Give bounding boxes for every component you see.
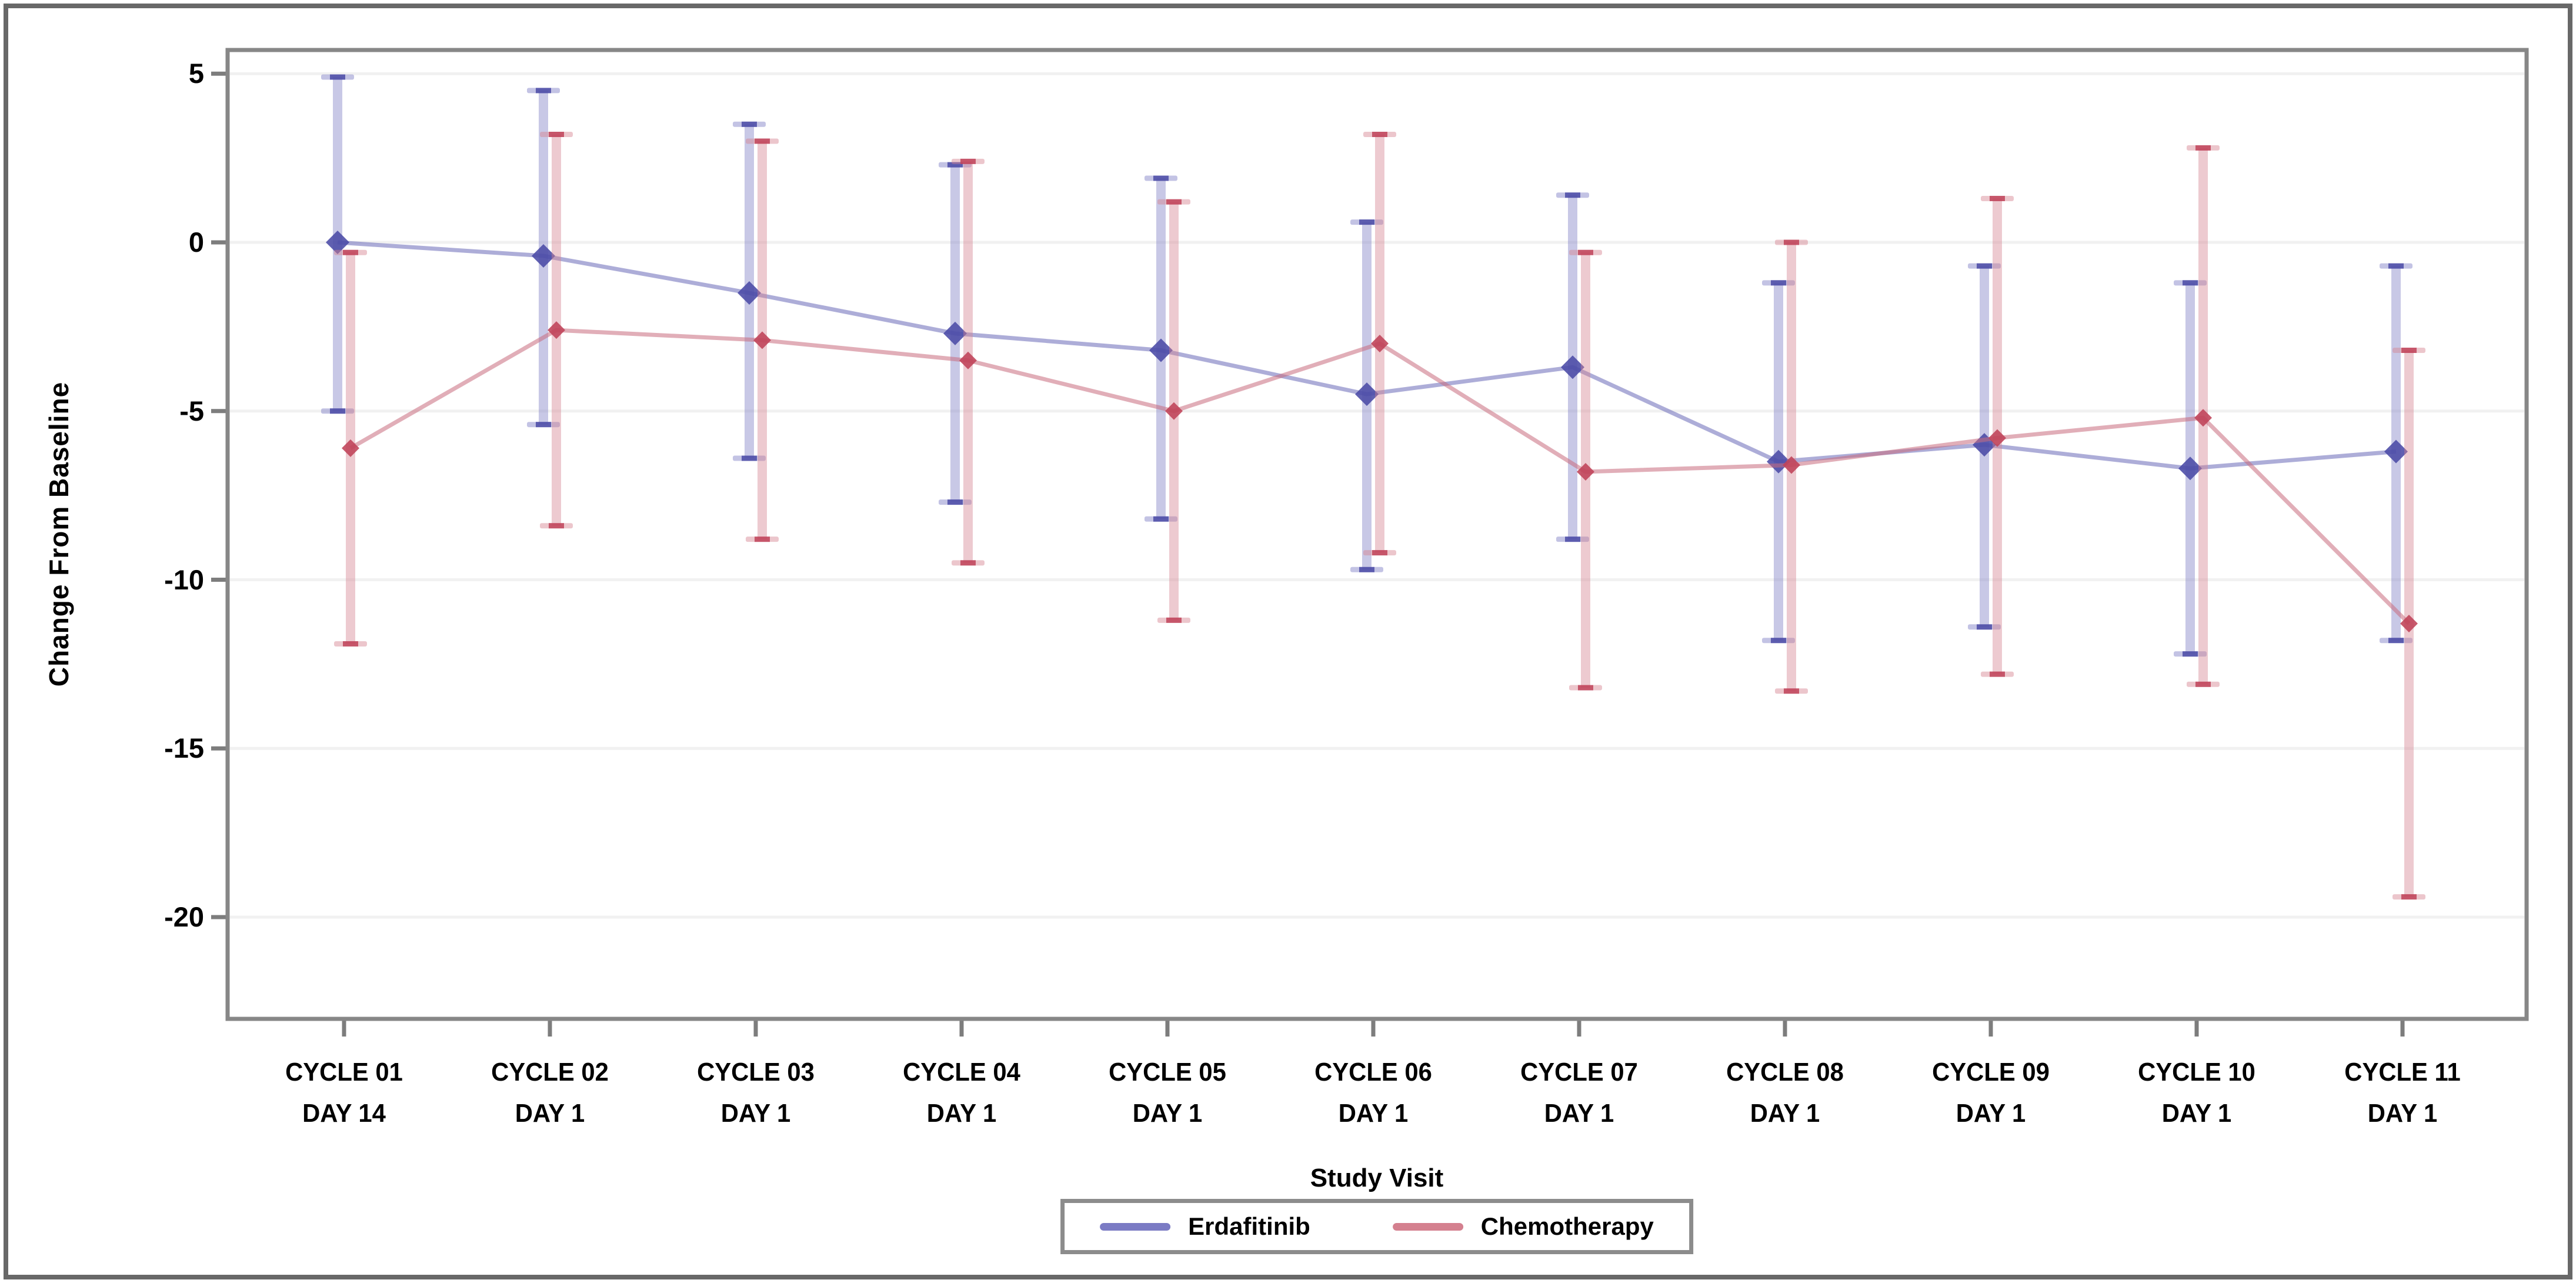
error-bar-cap-chemotherapy [343, 249, 358, 255]
error-bar-cap-erdafitinib [330, 408, 345, 414]
error-bar-cap-erdafitinib [2183, 280, 2198, 286]
erdafitinib-marker [1561, 355, 1584, 379]
error-bar-cap-erdafitinib [1977, 624, 1992, 630]
erdafitinib-marker [326, 231, 349, 254]
error-bar-cap-erdafitinib [742, 121, 757, 127]
error-bar-cap-chemotherapy [2401, 894, 2417, 900]
x-tick-label: CYCLE 03 DAY 1 [697, 1058, 815, 1128]
error-bar-cap-chemotherapy [549, 131, 564, 137]
error-bar-cap-erdafitinib [1771, 638, 1786, 644]
x-tick-label: CYCLE 11 DAY 1 [2344, 1058, 2461, 1128]
error-bar-cap-chemotherapy [1166, 199, 1182, 205]
chemotherapy-marker [2194, 409, 2212, 427]
x-tick-label: CYCLE 02 DAY 1 [491, 1058, 609, 1128]
x-tick-label: CYCLE 10 DAY 1 [2138, 1058, 2255, 1128]
error-bar-cap-chemotherapy [1578, 249, 1593, 255]
error-bar-cap-chemotherapy [343, 641, 358, 647]
error-bar-cap-erdafitinib [2388, 638, 2404, 644]
error-bar-cap-erdafitinib [1153, 175, 1169, 181]
chemotherapy-marker [548, 321, 565, 339]
chemotherapy-line-swatch [1392, 1222, 1463, 1231]
error-bar-cap-erdafitinib [536, 422, 551, 428]
error-bar-cap-erdafitinib [330, 74, 345, 80]
error-bar-cap-chemotherapy [1990, 195, 2005, 201]
x-tick-label: CYCLE 04 DAY 1 [903, 1058, 1020, 1128]
error-bar-cap-chemotherapy [755, 536, 770, 542]
error-bar-cap-erdafitinib [1565, 192, 1580, 198]
x-tick-label: CYCLE 08 DAY 1 [1726, 1058, 1844, 1128]
error-bar-cap-chemotherapy [1372, 550, 1387, 556]
error-bar-cap-erdafitinib [536, 88, 551, 94]
error-bar-cap-chemotherapy [1784, 688, 1799, 694]
y-tick-label: -10 [164, 564, 204, 595]
error-bar-cap-chemotherapy [960, 560, 976, 566]
chemotherapy-marker [1371, 335, 1389, 353]
error-bar-cap-chemotherapy [1784, 239, 1799, 245]
error-bar-cap-erdafitinib [742, 455, 757, 461]
erdafitinib-marker [1355, 382, 1379, 406]
erdafitinib-marker [2384, 439, 2408, 464]
error-bar-cap-erdafitinib [947, 499, 963, 505]
error-bar-cap-chemotherapy [1166, 617, 1182, 623]
error-bar-cap-erdafitinib [1359, 566, 1374, 572]
error-bar-cap-erdafitinib [1153, 516, 1169, 522]
error-bar-cap-erdafitinib [2183, 651, 2198, 657]
y-tick-label: -5 [179, 395, 204, 426]
chemotherapy-marker [753, 331, 771, 349]
error-bar-cap-chemotherapy [755, 138, 770, 144]
erdafitinib-marker [943, 321, 967, 345]
error-bar-cap-chemotherapy [2195, 681, 2211, 687]
erdafitinib-marker [738, 281, 761, 305]
x-tick-label: CYCLE 07 DAY 1 [1520, 1058, 1638, 1128]
plot-border [225, 48, 2529, 1021]
error-bar-cap-erdafitinib [2388, 263, 2404, 269]
chemotherapy-marker [1988, 429, 2006, 447]
erdafitinib-marker [532, 244, 555, 268]
error-bar-cap-erdafitinib [1359, 219, 1374, 225]
erdafitinib-marker [1149, 338, 1173, 362]
legend-item-erdafitinib: Erdafitinib [1100, 1212, 1310, 1241]
chemotherapy-marker [2400, 615, 2418, 633]
legend-label-erdafitinib: Erdafitinib [1188, 1212, 1310, 1240]
y-tick-label: 5 [188, 58, 204, 89]
erdafitinib-marker [2178, 456, 2202, 481]
error-bar-cap-erdafitinib [1977, 263, 1992, 269]
error-bar-cap-chemotherapy [960, 158, 976, 164]
chemotherapy-marker [342, 439, 359, 457]
chemotherapy-marker [1577, 462, 1594, 481]
x-tick-label: CYCLE 09 DAY 1 [1932, 1058, 2050, 1128]
chemotherapy-marker [1783, 456, 1800, 474]
error-bar-cap-chemotherapy [1372, 131, 1387, 137]
error-bar-cap-chemotherapy [2195, 145, 2211, 151]
erdafitinib-line-swatch [1100, 1222, 1171, 1231]
x-axis-title: Study Visit [1310, 1164, 1444, 1192]
error-bar-cap-erdafitinib [1771, 280, 1786, 286]
y-tick-label: 0 [188, 226, 204, 258]
error-bar-cap-chemotherapy [2401, 348, 2417, 354]
y-tick-label: -20 [164, 901, 204, 932]
chemotherapy-marker [959, 351, 977, 369]
error-bar-cap-chemotherapy [1578, 685, 1593, 691]
error-bar-cap-chemotherapy [1990, 671, 2005, 677]
error-bar-cap-erdafitinib [947, 162, 963, 168]
y-axis-title: Change From Baseline [44, 381, 74, 687]
x-tick-label: CYCLE 01 DAY 14 [285, 1058, 403, 1128]
legend-label-chemotherapy: Chemotherapy [1480, 1212, 1654, 1240]
chemotherapy-marker [1165, 402, 1183, 420]
error-bar-cap-chemotherapy [549, 523, 564, 529]
x-tick-label: CYCLE 06 DAY 1 [1314, 1058, 1432, 1128]
legend-item-chemotherapy: Chemotherapy [1392, 1212, 1654, 1241]
error-bar-cap-erdafitinib [1565, 536, 1580, 542]
legend: Erdafitinib Chemotherapy [1060, 1199, 1693, 1254]
y-tick-label: -15 [164, 732, 204, 764]
x-tick-label: CYCLE 05 DAY 1 [1109, 1058, 1226, 1128]
